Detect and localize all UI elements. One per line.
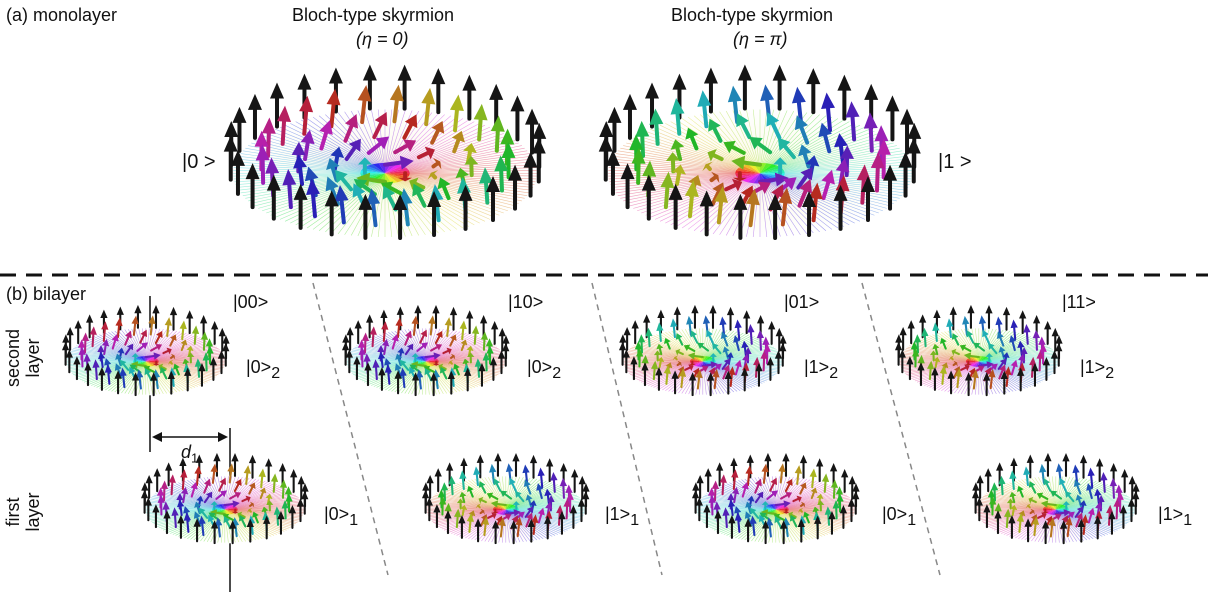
skyrmion-col2-first-layer	[420, 448, 592, 560]
skyrmion-col3-second-layer	[617, 300, 789, 412]
skyrmion-monolayer-eta0	[220, 55, 550, 270]
distance-arrowhead-left	[152, 432, 162, 442]
skyrmion-title-right: Bloch-type skyrmion	[671, 5, 834, 25]
state-label-00: |00>	[233, 292, 269, 312]
skyrmion-col4-first-layer	[970, 448, 1142, 560]
ket-col1-second: |0>2	[246, 357, 281, 382]
state-label-01: |01>	[784, 292, 820, 312]
ket-col2-second: |0>2	[527, 357, 562, 382]
ket-col1-first: |0>1	[324, 504, 359, 529]
state-label-11: |11>	[1062, 292, 1096, 312]
ket-col4-second: |1>2	[1080, 357, 1115, 382]
skyrmion-col3-first-layer	[690, 448, 862, 560]
skyrmion-col4-second-layer	[893, 300, 1065, 412]
ket-zero: |0 >	[182, 151, 216, 173]
distance-label: d1	[181, 442, 199, 466]
skyrmion-col1-second-layer	[60, 300, 232, 412]
ket-col4-first: |1>1	[1158, 504, 1193, 529]
eta-label-right: (η = π)	[733, 29, 788, 49]
skyrmion-title-left: Bloch-type skyrmion	[292, 5, 455, 25]
row-label-second-layer: second layer	[3, 328, 43, 388]
distance-arrowhead-right	[218, 432, 228, 442]
panel-a-label: (a) monolayer	[6, 5, 118, 25]
state-label-10: |10>	[508, 292, 544, 312]
panel-b-label: (b) bilayer	[6, 284, 87, 304]
ket-col3-first: |0>1	[882, 504, 917, 529]
ket-one: |1 >	[938, 151, 972, 173]
eta-label-left: (η = 0)	[356, 29, 409, 49]
ket-col3-second: |1>2	[804, 357, 839, 382]
skyrmion-col2-second-layer	[340, 300, 512, 412]
skyrmion-monolayer-etapi	[595, 55, 925, 270]
ket-col2-first: |1>1	[605, 504, 640, 529]
row-label-first-layer: first layer	[3, 492, 43, 532]
skyrmion-col1-first-layer	[139, 448, 311, 560]
